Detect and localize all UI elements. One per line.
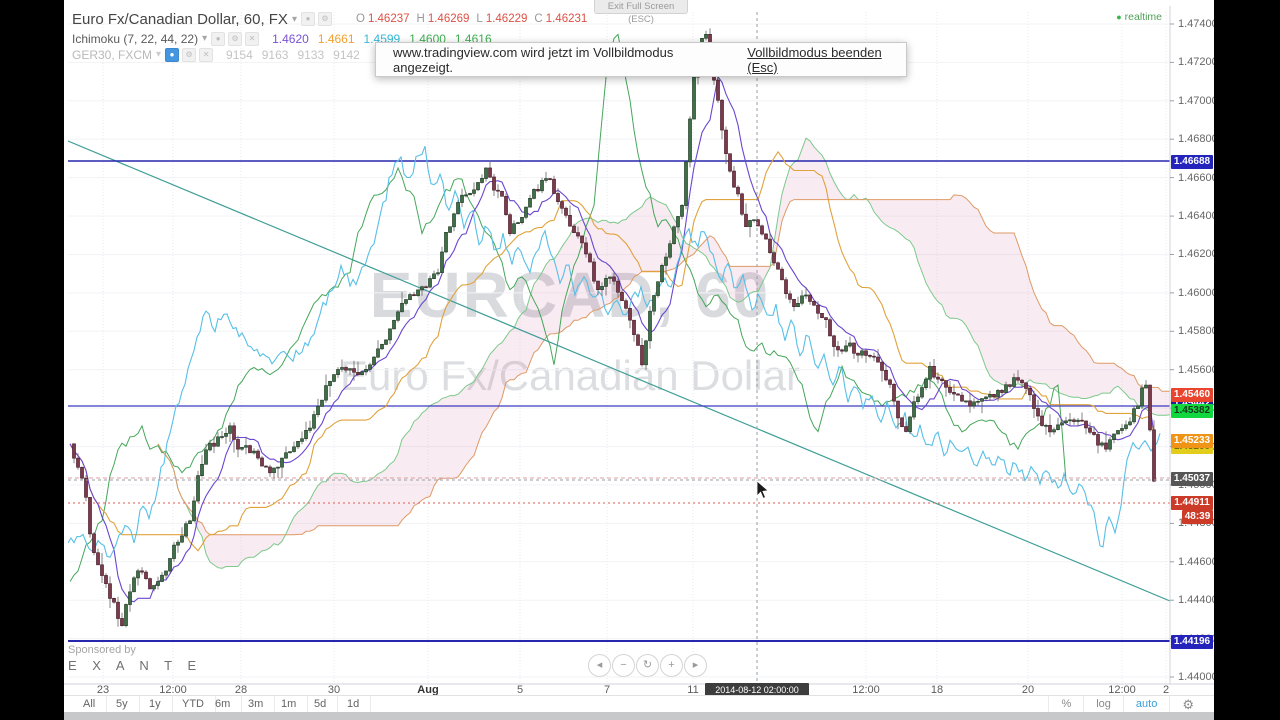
time-tick: 23 [96,684,110,696]
time-tick: 20 [1021,684,1035,696]
visibility-icon[interactable]: ● [300,12,315,26]
range-6m[interactable]: 6m [204,696,243,713]
exit-fullscreen-tab[interactable]: Exit Full Screen (ESC) [594,0,688,25]
price-tick: 1.46400 [1178,210,1218,223]
range-All[interactable]: All [72,696,108,713]
price-tag-1.44196: 1.44196 [1171,635,1213,649]
price-tag-1.45233: 1.45233 [1171,434,1213,448]
close-icon[interactable]: ✕ [199,47,214,62]
watermark-name: Euro Fx/Canadian Dollar [340,352,800,399]
settings-icon[interactable]: ⚙ [228,31,243,46]
time-tick: 30 [327,684,341,696]
time-tick: Aug [417,684,439,696]
fullscreen-notification: www.tradingview.com wird jetzt im Vollbi… [375,42,907,77]
sponsor-logo[interactable]: E X A N T E [68,658,203,673]
time-tick: 11 [687,684,699,696]
overlay-values: 9154 9163 9133 9142 [226,47,360,62]
price-tag-1.45382: 1.45382 [1171,404,1213,418]
time-tick: 12:00 [1108,684,1136,696]
price-tick: 1.44000 [1178,671,1218,683]
visibility-icon[interactable]: ● [211,31,226,46]
time-tick: 2 [1162,684,1170,696]
price-tick: 1.45600 [1178,363,1218,376]
price-tick: 1.45800 [1178,325,1218,338]
time-tick: 18 [930,684,944,696]
bottom-toolbar: All 5y 1y YTD 6m 3m 1m 5d 1d % log auto ⚙ [64,695,1214,713]
chart-nav-button-2[interactable]: ↻ [636,654,659,677]
chevron-down-icon[interactable]: ▾ [156,49,162,60]
exit-fullscreen-link[interactable]: Vollbildmodus beenden (Esc) [747,44,882,75]
time-tick: 28 [234,684,248,696]
close-icon[interactable]: ✕ [245,31,260,46]
price-tick: 1.44400 [1178,594,1218,607]
time-tick: 5 [516,684,524,696]
time-tick: 12:00 [159,684,187,696]
tradingview-page: EURCAD, 60 Euro Fx/Canadian Dollar [64,0,1214,712]
overlay-title[interactable]: GER30, FXCM [72,47,153,62]
chevron-down-icon[interactable]: ▾ [291,13,297,25]
scale-tool-auto[interactable]: auto [1122,696,1169,713]
chart-nav-button-1[interactable]: − [612,654,635,677]
indicator-title[interactable]: Ichimoku (7, 22, 44, 22) [72,31,199,46]
range-3m[interactable]: 3m [237,696,276,713]
settings-icon[interactable]: ⚙ [317,12,332,26]
price-tick: 1.44600 [1178,555,1218,568]
range-5d[interactable]: 5d [303,696,339,713]
range-1m[interactable]: 1m [270,696,309,713]
realtime-indicator: ● realtime [1116,11,1162,23]
scale-tools: % log auto ⚙ [1048,696,1206,713]
gear-icon[interactable]: ⚙ [1169,696,1206,713]
settings-icon[interactable]: ⚙ [182,47,197,62]
visibility-icon[interactable]: ● [165,47,180,62]
price-tag-1.44911: 1.44911 [1171,496,1213,510]
price-tag-1.46688: 1.46688 [1171,155,1213,169]
price-tag-1.45460: 1.45460 [1171,388,1213,402]
price-tick: 1.47400 [1178,18,1218,30]
chart-nav-buttons: ◂ − ↻ + ▸ [588,654,708,677]
price-tag-1.45037: 1.45037 [1171,472,1213,486]
time-tick: 12:00 [852,684,880,696]
letterbox-right [1214,0,1280,720]
price-tag-48:39: 48:39 [1182,510,1213,524]
time-tick: 7 [603,684,611,696]
sponsor-label: Sponsored by [68,644,136,656]
letterbox-left [0,0,64,720]
price-tick: 1.46600 [1178,171,1218,184]
range-1d[interactable]: 1d [336,696,372,713]
scale-tool-log[interactable]: log [1083,696,1123,713]
price-tick: 1.47200 [1178,56,1218,69]
chart-nav-button-4[interactable]: ▸ [684,654,707,677]
price-tick: 1.47000 [1178,94,1218,107]
chart-nav-button-0[interactable]: ◂ [588,654,611,677]
range-1y[interactable]: 1y [138,696,173,713]
mouse-cursor [756,480,770,499]
range-YTD[interactable]: YTD [171,696,216,713]
range-5y[interactable]: 5y [105,696,140,713]
scale-tool-%[interactable]: % [1048,696,1083,713]
price-tick: 1.46200 [1178,248,1218,261]
ohlc-values: O 1.46237 H 1.46269 L 1.46229 C 1.46231 [355,13,588,25]
green-dot-icon: ● [1116,12,1122,22]
chevron-down-icon[interactable]: ▾ [202,33,208,44]
price-tick: 1.46000 [1178,286,1218,299]
symbol-title[interactable]: Euro Fx/Canadian Dollar, 60, FX [72,10,288,28]
chart-nav-button-3[interactable]: + [660,654,683,677]
bottom-strip [64,712,1214,720]
overlay-row: GER30, FXCM ▾ ● ⚙ ✕ 9154 9163 9133 9142 [72,47,369,62]
price-tick: 1.46800 [1178,133,1218,146]
crosshair-time-tag: 2014-08-12 02:00:00 [705,683,809,697]
notification-message: www.tradingview.com wird jetzt im Vollbi… [393,44,674,75]
